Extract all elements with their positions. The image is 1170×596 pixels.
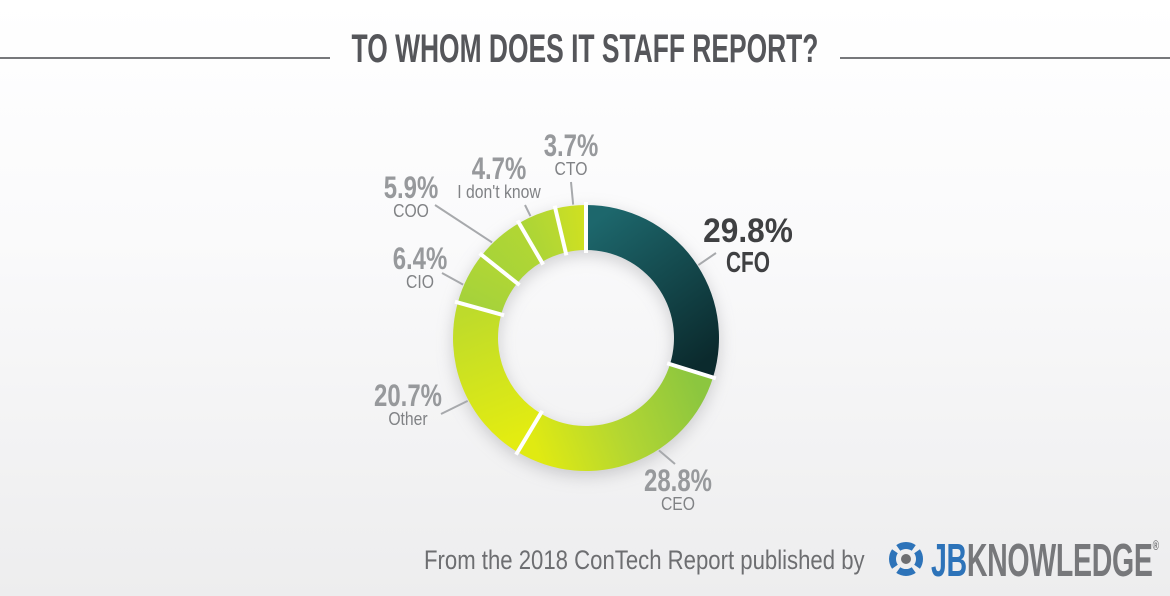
label-i-don-t-know: 4.7% I don't know xyxy=(450,150,548,202)
segment-cio xyxy=(457,255,518,315)
label-percent: 4.7% xyxy=(471,150,527,186)
leader-line-ceo xyxy=(658,449,676,465)
footer-text: From the 2018 ConTech Report published b… xyxy=(424,545,865,575)
label-name: COO xyxy=(393,199,429,221)
title-rule-left xyxy=(0,57,330,59)
label-name: CTO xyxy=(554,157,588,179)
label-coo: 5.9% COO xyxy=(375,169,447,221)
label-percent: 29.8% xyxy=(703,212,793,250)
label-name: CEO xyxy=(660,492,696,514)
registered-mark: ® xyxy=(1152,537,1160,553)
label-percent: 3.7% xyxy=(543,127,599,163)
segment-i-don-t-know xyxy=(519,208,566,262)
label-percent: 5.9% xyxy=(383,169,439,205)
segment-separator xyxy=(454,299,505,318)
brand-knowledge: KNOWLEDGE xyxy=(966,534,1153,586)
segment-separator xyxy=(478,251,521,287)
segment-cfo xyxy=(586,205,719,378)
page-title: TO WHOM DOES IT STAFF REPORT? xyxy=(351,27,819,71)
leader-line-i-don-t-know xyxy=(524,204,532,217)
label-percent: 6.4% xyxy=(392,240,448,276)
leader-line-cfo xyxy=(697,252,717,266)
leader-line-cio xyxy=(441,272,464,286)
label-cto: 3.7% CTO xyxy=(535,127,607,179)
label-cfo: 29.8% CFO xyxy=(700,214,796,278)
segment-ceo xyxy=(517,364,713,472)
segment-other xyxy=(453,302,541,453)
segment-separator xyxy=(514,409,544,456)
leader-line-coo xyxy=(434,204,493,244)
label-name: Other xyxy=(388,407,428,429)
label-cio: 6.4% CIO xyxy=(384,240,456,292)
label-name: CFO xyxy=(725,247,771,279)
label-percent: 20.7% xyxy=(374,377,442,413)
label-name: I don't know xyxy=(457,180,541,202)
label-other: 20.7% Other xyxy=(363,377,452,429)
leader-line-other xyxy=(440,400,469,415)
segment-separator xyxy=(666,361,717,381)
brand-jb: JB xyxy=(931,534,967,586)
leader-line-cto xyxy=(570,181,575,205)
segment-separator xyxy=(515,219,545,266)
label-name: CIO xyxy=(406,270,434,292)
jbknowledge-x-icon xyxy=(889,542,923,576)
segment-separator xyxy=(552,205,569,256)
brand-wordmark: JBKNOWLEDGE® xyxy=(931,537,1159,583)
label-ceo: 28.8% CEO xyxy=(633,462,722,514)
title-rule-right xyxy=(840,57,1170,59)
label-percent: 28.8% xyxy=(644,462,712,498)
